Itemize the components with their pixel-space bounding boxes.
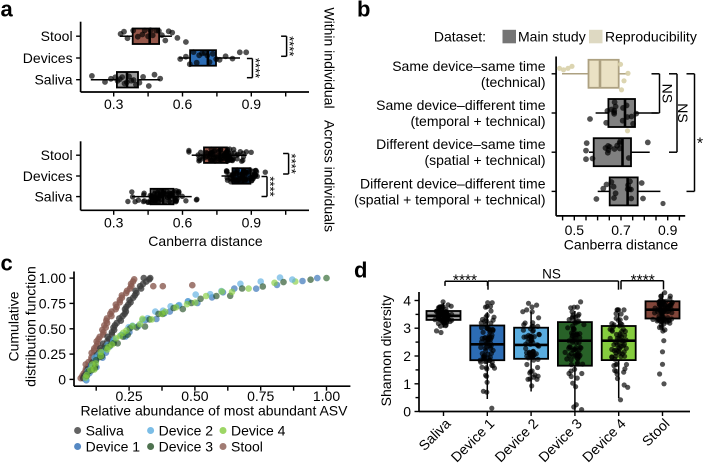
- svg-text:Device 2: Device 2: [159, 423, 214, 439]
- svg-text:Stool: Stool: [41, 147, 73, 163]
- svg-text:Saliva: Saliva: [34, 189, 72, 205]
- svg-text:0.3: 0.3: [104, 214, 124, 230]
- svg-text:0.9: 0.9: [658, 222, 678, 238]
- svg-text:****: ****: [248, 58, 263, 78]
- svg-text:0.5: 0.5: [565, 222, 585, 238]
- svg-text:****: ****: [453, 273, 477, 290]
- svg-text:c: c: [1, 251, 13, 276]
- svg-text:0.75: 0.75: [39, 295, 66, 311]
- svg-text:2: 2: [403, 348, 411, 364]
- svg-text:0.25: 0.25: [115, 388, 142, 404]
- svg-text:b: b: [357, 0, 370, 22]
- svg-text:NS: NS: [675, 103, 691, 122]
- svg-text:Different device–same time: Different device–same time: [376, 136, 546, 152]
- svg-text:(technical): (technical): [481, 74, 546, 90]
- svg-text:Reproducibility: Reproducibility: [605, 29, 697, 45]
- svg-text:0.9: 0.9: [242, 214, 262, 230]
- svg-text:0.50: 0.50: [181, 388, 208, 404]
- svg-text:NS: NS: [542, 267, 561, 282]
- svg-text:Device 1: Device 1: [86, 439, 141, 455]
- svg-text:Cumulative: Cumulative: [6, 291, 22, 361]
- svg-text:0.6: 0.6: [173, 214, 193, 230]
- svg-text:4: 4: [403, 293, 411, 309]
- svg-text:NS: NS: [659, 84, 675, 103]
- svg-text:0.50: 0.50: [39, 321, 66, 337]
- svg-text:Devices: Devices: [23, 168, 73, 184]
- svg-text:Same device–different time: Same device–different time: [376, 97, 546, 113]
- svg-text:0.3: 0.3: [104, 96, 124, 112]
- svg-text:(spatial + technical): (spatial + technical): [424, 152, 545, 168]
- svg-text:0: 0: [403, 404, 411, 420]
- svg-text:Saliva: Saliva: [34, 72, 72, 88]
- svg-text:Stool: Stool: [41, 28, 73, 44]
- svg-text:3: 3: [403, 320, 411, 336]
- svg-text:0.7: 0.7: [611, 222, 631, 238]
- svg-text:0.9: 0.9: [242, 96, 262, 112]
- svg-text:Dataset:: Dataset:: [434, 29, 486, 45]
- svg-text:0.75: 0.75: [247, 388, 274, 404]
- svg-text:Within individual: Within individual: [322, 7, 338, 108]
- svg-text:(temporal + technical): (temporal + technical): [410, 113, 545, 129]
- svg-text:****: ****: [282, 36, 297, 56]
- svg-text:Different device–different tim: Different device–different time: [360, 175, 546, 191]
- svg-text:distribution function: distribution function: [23, 266, 39, 387]
- svg-text:*: *: [697, 136, 703, 153]
- svg-text:(spatial + temporal + technica: (spatial + temporal + technical): [354, 191, 545, 207]
- svg-text:0.6: 0.6: [173, 96, 193, 112]
- svg-text:Canberra distance: Canberra distance: [564, 237, 679, 253]
- svg-text:****: ****: [262, 176, 277, 196]
- svg-text:Relative abundance of most abu: Relative abundance of most abundant ASV: [81, 403, 349, 419]
- svg-text:Device 3: Device 3: [159, 439, 214, 455]
- svg-text:Across individuals: Across individuals: [322, 120, 338, 232]
- svg-text:Device 4: Device 4: [231, 423, 286, 439]
- svg-text:Shannon diversity: Shannon diversity: [378, 295, 394, 406]
- svg-text:0: 0: [58, 371, 66, 387]
- svg-text:a: a: [1, 0, 14, 22]
- svg-text:Saliva: Saliva: [86, 423, 124, 439]
- svg-text:Same device–same time: Same device–same time: [392, 58, 546, 74]
- svg-text:Canberra distance: Canberra distance: [148, 233, 263, 249]
- svg-text:d: d: [354, 258, 367, 283]
- svg-text:****: ****: [284, 154, 299, 174]
- svg-text:1.00: 1.00: [39, 270, 66, 286]
- svg-text:1: 1: [403, 376, 411, 392]
- svg-text:Devices: Devices: [23, 50, 73, 66]
- svg-text:0.25: 0.25: [39, 346, 66, 362]
- svg-text:****: ****: [631, 273, 655, 290]
- svg-text:Stool: Stool: [231, 439, 263, 455]
- svg-text:1.00: 1.00: [313, 388, 340, 404]
- svg-text:Main study: Main study: [518, 29, 586, 45]
